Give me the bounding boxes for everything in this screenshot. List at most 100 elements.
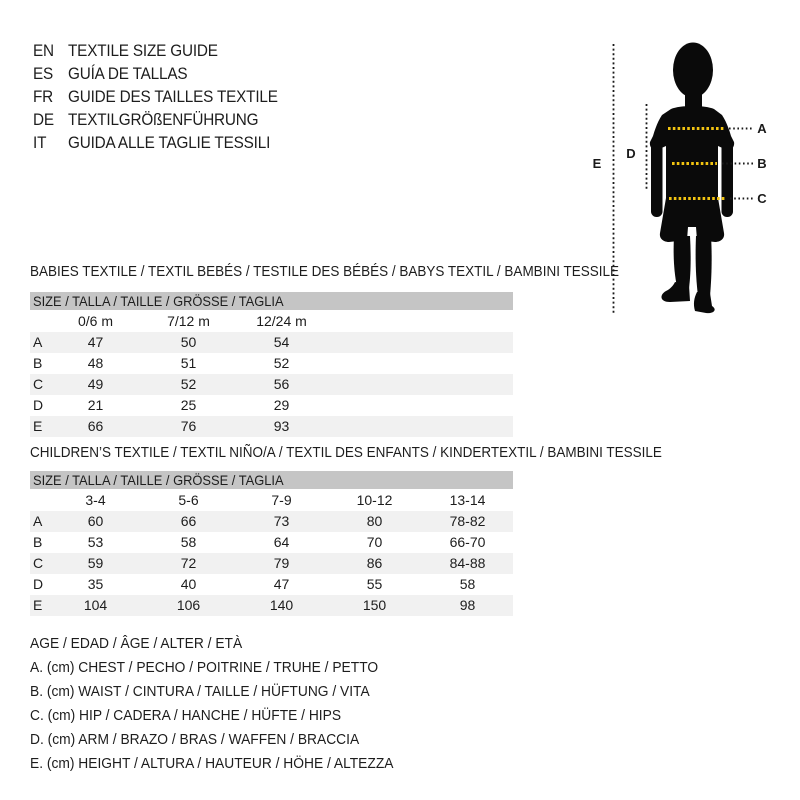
hip-label: C <box>757 191 767 206</box>
row-label: E <box>33 597 43 613</box>
column-header-cell: 3-4 <box>85 492 106 508</box>
waist-label: B <box>757 156 766 171</box>
babies-section-title-text: BABIES TEXTILE / TEXTIL BEBÉS / TESTILE … <box>30 263 619 280</box>
legend-line: AGE / EDAD / ÂGE / ALTER / ETÀ <box>30 632 425 656</box>
language-row: DE TEXTILGRÖßENFÜHRUNG <box>33 108 301 131</box>
size-value-cell: 58 <box>459 576 476 592</box>
children-section-title: CHILDREN’S TEXTILE / TEXTIL NIÑO/A / TEX… <box>30 444 732 461</box>
column-header-cell: 0/6 m <box>77 313 113 329</box>
column-header-cell: 12/24 m <box>256 313 307 329</box>
size-value-cell: 104 <box>83 597 108 613</box>
row-label: D <box>33 397 44 413</box>
language-title-text: TEXTILE SIZE GUIDE <box>68 41 218 60</box>
size-value-cell: 51 <box>180 355 197 371</box>
chest-label: A <box>757 121 767 136</box>
babies-size-table: SIZE / TALLA / TAILLE / GRÖSSE / TAGLIA … <box>30 292 513 437</box>
language-code: EN <box>33 39 68 62</box>
legend-line-text: A. (cm) CHEST / PECHO / POITRINE / TRUHE… <box>30 659 379 676</box>
size-value-cell: 98 <box>459 597 476 613</box>
language-row: ES GUÍA DE TALLAS <box>33 62 301 85</box>
size-value-cell: 106 <box>176 597 201 613</box>
size-header-text: SIZE / TALLA / TAILLE / GRÖSSE / TAGLIA <box>33 293 284 309</box>
legend-line: B. (cm) WAIST / CINTURA / TAILLE / HÜFTU… <box>30 680 425 704</box>
children-section-title-text: CHILDREN’S TEXTILE / TEXTIL NIÑO/A / TEX… <box>30 444 662 461</box>
size-value-cell: 66 <box>180 513 197 529</box>
table-row: C 49 52 56 <box>30 374 513 395</box>
column-header-row: 3-4 5-6 7-9 10-12 13-14 <box>30 490 513 511</box>
table-row: A 60 66 73 80 78-82 <box>30 511 513 532</box>
legend-line-text: B. (cm) WAIST / CINTURA / TAILLE / HÜFTU… <box>30 683 370 700</box>
language-title: GUIDE DES TAILLES TEXTILE <box>68 85 301 108</box>
column-header-cell: 5-6 <box>178 492 199 508</box>
language-list: EN TEXTILE SIZE GUIDE ES GUÍA DE TALLAS … <box>33 39 301 154</box>
size-value-cell: 80 <box>366 513 383 529</box>
size-value-cell: 60 <box>87 513 104 529</box>
table-row: E 104 106 140 150 98 <box>30 595 513 616</box>
size-value-cell: 52 <box>273 355 290 371</box>
language-title-text: GUIDA ALLE TAGLIE TESSILI <box>68 133 271 152</box>
size-value-cell: 40 <box>180 576 197 592</box>
table-row: D 21 25 29 <box>30 395 513 416</box>
language-title-text: GUIDE DES TAILLES TEXTILE <box>68 87 278 106</box>
language-code-text: IT <box>33 133 47 152</box>
size-value-cell: 150 <box>362 597 387 613</box>
language-title: TEXTILGRÖßENFÜHRUNG <box>68 108 280 131</box>
size-header-bar: SIZE / TALLA / TAILLE / GRÖSSE / TAGLIA <box>30 292 513 310</box>
legend-line: D. (cm) ARM / BRAZO / BRAS / WAFFEN / BR… <box>30 728 425 752</box>
column-header-spacer <box>30 490 49 511</box>
language-code-text: EN <box>33 41 54 60</box>
row-label: E <box>33 418 43 434</box>
legend-line-text: C. (cm) HIP / CADERA / HANCHE / HÜFTE / … <box>30 707 342 724</box>
legend-line-text: D. (cm) ARM / BRAZO / BRAS / WAFFEN / BR… <box>30 731 360 748</box>
size-value-cell: 55 <box>366 576 383 592</box>
language-title: TEXTILE SIZE GUIDE <box>68 39 234 62</box>
row-label: C <box>33 376 44 392</box>
size-value-cell: 58 <box>180 534 197 550</box>
size-value-cell: 59 <box>87 555 104 571</box>
legend-line-text: AGE / EDAD / ÂGE / ALTER / ETÀ <box>30 635 243 652</box>
size-value-cell: 21 <box>87 397 104 413</box>
row-label: B <box>33 534 43 550</box>
language-code: IT <box>33 131 68 154</box>
language-code-text: FR <box>33 87 54 106</box>
babies-section-title: BABIES TEXTILE / TEXTIL BEBÉS / TESTILE … <box>30 263 684 280</box>
table-row: D 35 40 47 55 58 <box>30 574 513 595</box>
size-value-cell: 35 <box>87 576 104 592</box>
language-code: DE <box>33 108 68 131</box>
size-value-cell: 72 <box>180 555 197 571</box>
language-row: EN TEXTILE SIZE GUIDE <box>33 39 301 62</box>
size-value-cell: 76 <box>180 418 197 434</box>
arm-label: D <box>626 146 635 161</box>
size-value-cell: 84-88 <box>449 555 486 571</box>
column-header-cell: 7/12 m <box>167 313 210 329</box>
size-value-cell: 47 <box>87 334 104 350</box>
column-header-cell: 10-12 <box>356 492 393 508</box>
size-figure: A B C D E <box>585 30 800 325</box>
table-row: B 48 51 52 <box>30 353 513 374</box>
column-header-cell: 7-9 <box>271 492 292 508</box>
children-size-table: SIZE / TALLA / TAILLE / GRÖSSE / TAGLIA … <box>30 471 513 616</box>
child-silhouette-figure: A B C D E <box>593 42 767 315</box>
language-title-text: TEXTILGRÖßENFÜHRUNG <box>68 110 259 129</box>
height-label: E <box>593 156 602 171</box>
row-label: A <box>33 513 43 529</box>
language-code-text: DE <box>33 110 54 129</box>
size-value-cell: 64 <box>273 534 290 550</box>
size-value-cell: 93 <box>273 418 290 434</box>
size-value-cell: 29 <box>273 397 290 413</box>
size-value-cell: 50 <box>180 334 197 350</box>
size-header-text: SIZE / TALLA / TAILLE / GRÖSSE / TAGLIA <box>33 472 284 488</box>
row-label: D <box>33 576 44 592</box>
size-value-cell: 79 <box>273 555 290 571</box>
size-value-cell: 78-82 <box>449 513 486 529</box>
size-value-cell: 70 <box>366 534 383 550</box>
table-row: E 66 76 93 <box>30 416 513 437</box>
language-title-text: GUÍA DE TALLAS <box>68 64 188 83</box>
table-row: C 59 72 79 86 84-88 <box>30 553 513 574</box>
size-value-cell: 73 <box>273 513 290 529</box>
measurement-legend: AGE / EDAD / ÂGE / ALTER / ETÀ A. (cm) C… <box>30 632 425 776</box>
language-title: GUÍA DE TALLAS <box>68 62 201 85</box>
size-value-cell: 47 <box>273 576 290 592</box>
table-row: B 53 58 64 70 66-70 <box>30 532 513 553</box>
legend-line: A. (cm) CHEST / PECHO / POITRINE / TRUHE… <box>30 656 425 680</box>
